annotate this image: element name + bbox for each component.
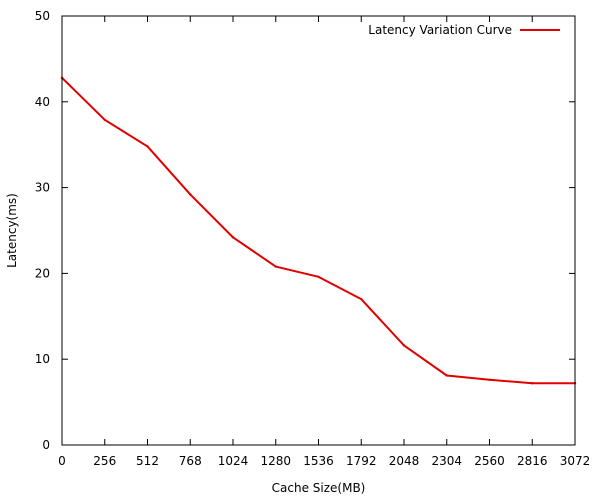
data-point bbox=[317, 275, 320, 279]
x-axis-label: Cache Size(MB) bbox=[272, 481, 366, 495]
data-point bbox=[274, 265, 277, 268]
x-tick-label: 2816 bbox=[517, 454, 548, 468]
axis-ticks: 0 256 512 768 1024 1280 1536 1792 2048 2304 2560 28… bbox=[35, 9, 591, 468]
y-tick-label: 10 bbox=[35, 352, 50, 366]
data-point bbox=[231, 236, 235, 239]
x-tick-label: 2560 bbox=[474, 454, 505, 468]
x-tick-label: 0 bbox=[58, 454, 66, 468]
legend-label: Latency Variation Curve bbox=[368, 23, 512, 37]
series-layer bbox=[60, 76, 577, 385]
y-tick-label: 50 bbox=[35, 9, 50, 23]
data-point bbox=[402, 344, 406, 347]
data-point bbox=[445, 374, 448, 377]
y-tick-label: 20 bbox=[35, 266, 50, 280]
y-tick-label: 40 bbox=[35, 95, 50, 109]
data-point bbox=[146, 145, 149, 148]
x-tick-label: 1536 bbox=[303, 454, 334, 468]
plot-frame bbox=[61, 15, 576, 446]
x-tick-label: 3072 bbox=[560, 454, 591, 468]
y-axis-label: Latency(ms) bbox=[5, 193, 19, 268]
y-tick-label: 0 bbox=[42, 438, 50, 452]
x-tick-label: 2304 bbox=[431, 454, 462, 468]
x-tick-label: 1280 bbox=[260, 454, 291, 468]
x-tick-label: 2048 bbox=[389, 454, 420, 468]
data-point bbox=[360, 297, 363, 301]
data-point bbox=[488, 378, 491, 381]
x-tick-label: 512 bbox=[136, 454, 159, 468]
x-tick-label: 256 bbox=[93, 454, 116, 468]
data-point bbox=[531, 382, 534, 385]
series-line bbox=[61, 77, 575, 385]
x-tick-label: 768 bbox=[179, 454, 202, 468]
y-tick-label: 30 bbox=[35, 181, 50, 195]
x-tick-label: 1024 bbox=[218, 454, 249, 468]
data-point bbox=[103, 118, 106, 122]
data-point bbox=[189, 193, 192, 196]
legend: Latency Variation Curve bbox=[368, 23, 560, 37]
x-tick-label: 1792 bbox=[346, 454, 377, 468]
